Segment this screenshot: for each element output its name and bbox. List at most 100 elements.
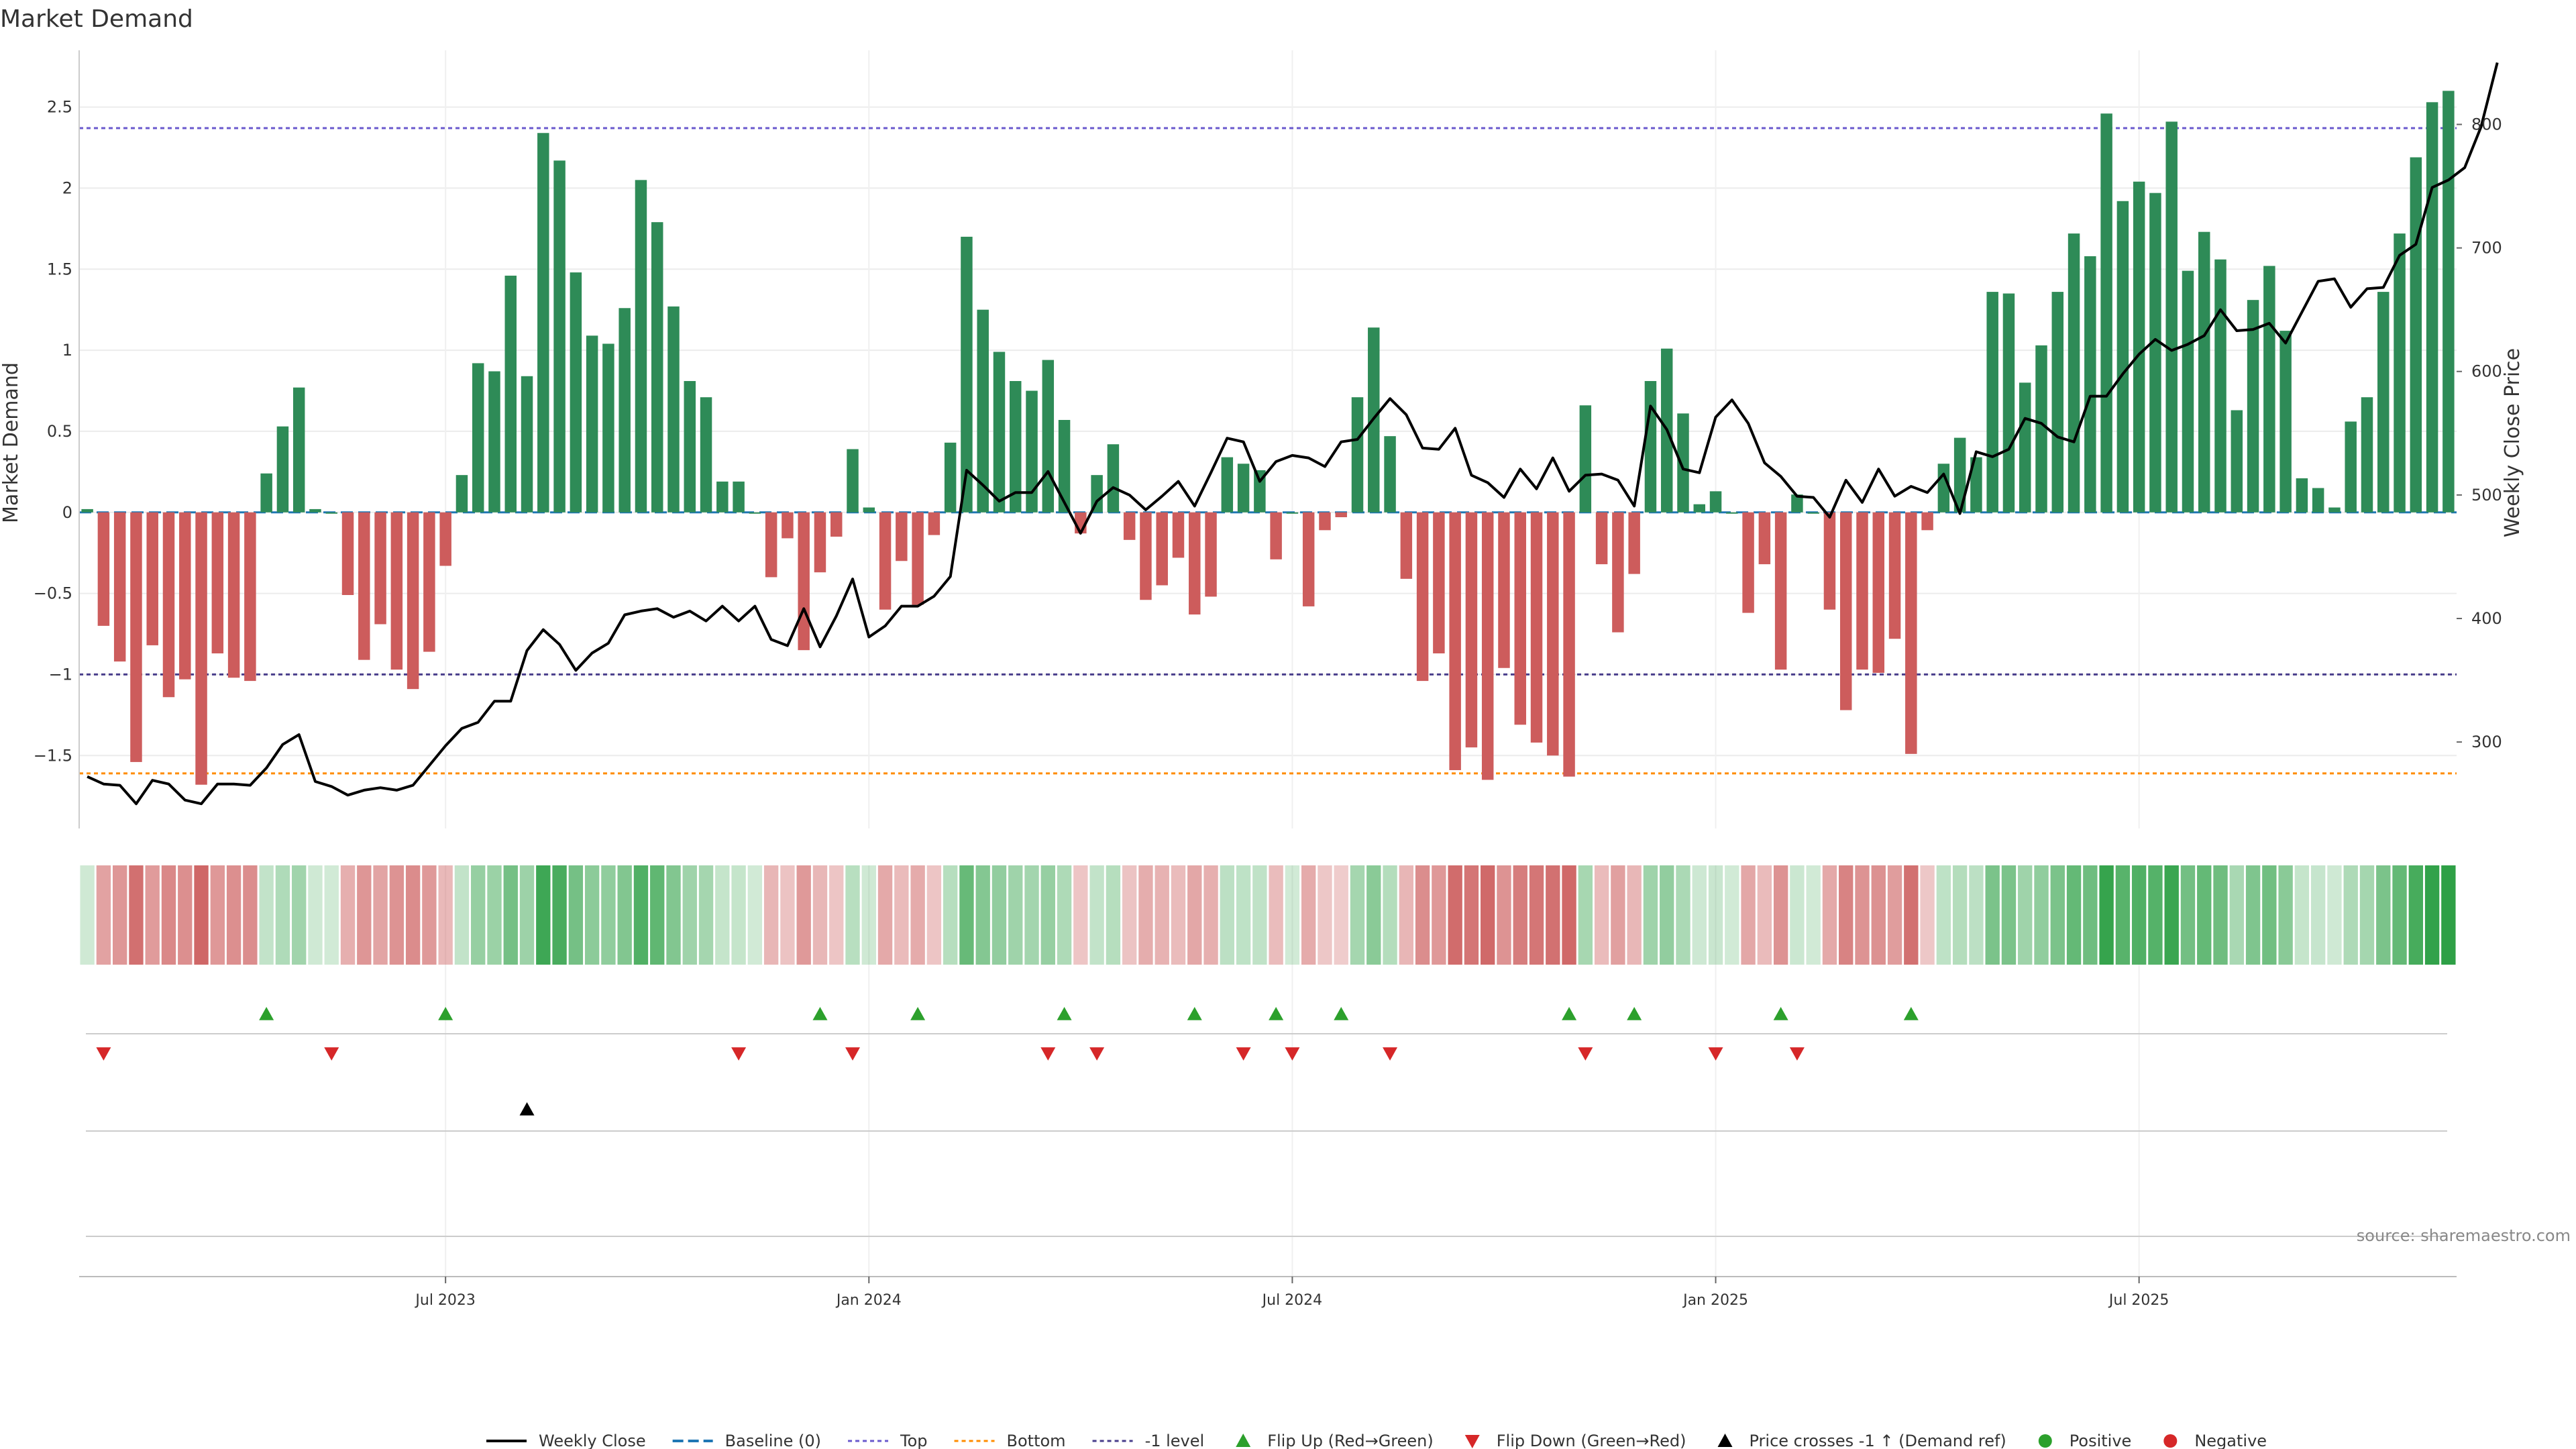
demand-bar — [1856, 512, 1868, 670]
heat-cell — [2148, 865, 2163, 965]
heat-cell — [2099, 865, 2114, 965]
flip-up-marker — [1269, 1007, 1284, 1020]
heat-cell — [633, 865, 649, 965]
y-tick-label: 1.5 — [47, 260, 72, 278]
demand-bar — [1644, 381, 1657, 513]
demand-bar — [195, 512, 207, 785]
demand-bar — [260, 473, 272, 513]
heat-cell — [2262, 865, 2277, 965]
demand-bar — [1953, 437, 1966, 513]
flip-down-marker — [1089, 1047, 1105, 1061]
y2-tick-label: 800 — [2471, 115, 2502, 133]
demand-bar — [1921, 512, 1933, 531]
demand-bar — [2361, 397, 2373, 513]
demand-bar — [1547, 512, 1559, 756]
demand-bar — [1872, 512, 1885, 673]
heat-cell — [959, 865, 974, 965]
demand-bar — [1986, 292, 1998, 513]
legend-item: Bottom — [954, 1432, 1066, 1449]
heat-cell — [503, 865, 518, 965]
flip-up-marker — [259, 1007, 274, 1020]
heat-cell — [552, 865, 567, 965]
demand-bar — [276, 426, 289, 513]
heat-cell — [845, 865, 860, 965]
heat-cell — [373, 865, 388, 965]
heat-cell — [1904, 865, 1919, 965]
heat-cell — [2294, 865, 2310, 965]
heat-cell — [1562, 865, 1576, 965]
demand-bar — [977, 309, 989, 513]
demand-bar — [1595, 512, 1608, 565]
demand-bar — [97, 512, 110, 626]
legend-label: Baseline (0) — [725, 1432, 821, 1449]
demand-bar — [716, 481, 729, 513]
demand-bar — [2002, 293, 2015, 513]
demand-bar — [1286, 512, 1299, 514]
demand-bar — [2263, 266, 2275, 513]
demand-bar — [1530, 512, 1543, 743]
heat-cell — [991, 865, 1007, 965]
legend-item: Baseline (0) — [672, 1432, 821, 1449]
demand-bar — [1026, 390, 1038, 513]
demand-bar — [1449, 512, 1461, 770]
demand-bar — [1042, 360, 1055, 513]
demand-bar — [684, 381, 696, 513]
heat-cell — [2245, 865, 2261, 965]
y-tick-label: −1.5 — [34, 746, 72, 765]
x-tick-label: Jul 2023 — [414, 1292, 476, 1309]
demand-bar — [1270, 512, 1282, 559]
legend-label: Bottom — [1007, 1432, 1066, 1449]
x-tick-label: Jul 2025 — [2108, 1292, 2169, 1309]
heat-cell — [1203, 865, 1218, 965]
demand-bar — [1010, 381, 1022, 513]
demand-bar — [553, 160, 566, 513]
demand-bar — [928, 512, 941, 535]
demand-bar — [1888, 512, 1901, 639]
demand-bar — [570, 272, 582, 513]
heat-cell — [2359, 865, 2375, 965]
heat-cell — [1529, 865, 1544, 965]
heat-cell — [1220, 865, 1234, 965]
legend-item: Flip Down (Green→Red) — [1464, 1432, 1686, 1449]
heat-cell — [698, 865, 714, 965]
demand-bar — [814, 512, 826, 573]
demand-bar — [504, 275, 517, 513]
demand-bar — [944, 442, 957, 513]
heat-cell — [1839, 865, 1854, 965]
heat-cell — [650, 865, 665, 965]
demand-bar — [1758, 512, 1771, 565]
heat-cell — [1546, 865, 1560, 965]
demand-bar — [1498, 512, 1510, 668]
legend-swatch-flip-down — [1464, 1435, 1480, 1448]
heat-cell — [2310, 865, 2326, 965]
heat-cell — [1155, 865, 1169, 965]
demand-bar — [521, 376, 533, 513]
demand-bar — [2394, 233, 2406, 513]
flip-down-marker — [1789, 1047, 1805, 1061]
flip-up-marker — [1562, 1007, 1577, 1020]
demand-bar — [667, 306, 680, 513]
flip-up-marker — [1903, 1007, 1919, 1020]
flip-up-marker — [910, 1007, 926, 1020]
heat-cell — [2197, 865, 2212, 965]
demand-bar — [1384, 436, 1396, 513]
weekly-close-line — [87, 62, 2499, 806]
heat-cell — [1383, 865, 1397, 965]
heat-cell — [1855, 865, 1870, 965]
demand-bar — [961, 236, 973, 513]
demand-bar — [1302, 512, 1315, 606]
demand-bar — [1335, 512, 1347, 517]
demand-bar — [1628, 512, 1640, 574]
demand-bar — [1563, 512, 1575, 777]
heat-cell — [1415, 865, 1430, 965]
demand-bar — [2247, 300, 2259, 513]
demand-bar — [1107, 444, 1120, 513]
heat-cell — [275, 865, 290, 965]
demand-bar — [1774, 512, 1787, 670]
demand-bar — [455, 475, 468, 513]
heat-cell — [568, 865, 584, 965]
heat-cell — [2131, 865, 2147, 965]
heat-cell — [1464, 865, 1479, 965]
chart-title: Market Demand — [0, 5, 193, 33]
